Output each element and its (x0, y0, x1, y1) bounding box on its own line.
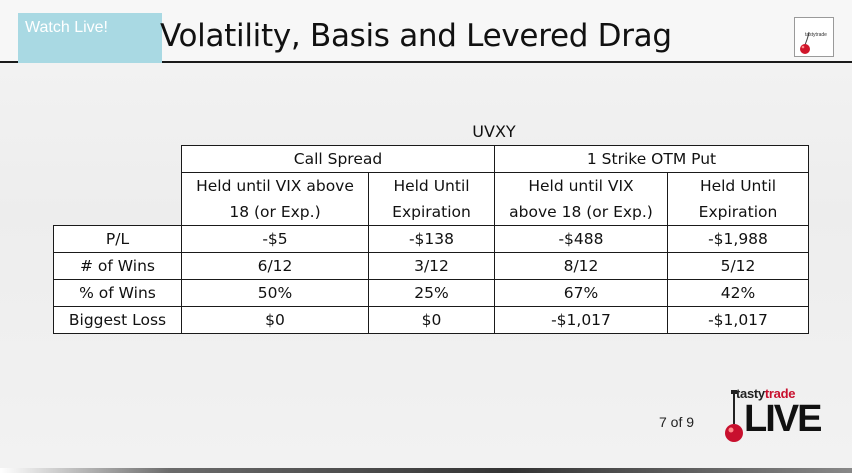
table-cell: -$1,988 (667, 225, 809, 253)
table-cell: $0 (368, 306, 495, 334)
brand-tasty: tasty (736, 386, 765, 401)
corner-logo-label: tastytrade (805, 32, 827, 38)
table-row: P/L -$5 -$138 -$488 -$1,988 (53, 225, 809, 253)
table-cell: 5/12 (667, 252, 809, 280)
table-cell: -$1,017 (494, 306, 668, 334)
cherry-icon (800, 31, 810, 54)
empty-corner-cell (54, 146, 182, 173)
table-cell: 25% (368, 279, 495, 307)
title-rule (0, 61, 852, 63)
table-row: Biggest Loss $0 $0 -$1,017 -$1,017 (53, 306, 809, 334)
sub-header-line: Held until VIX (528, 177, 634, 195)
bottom-strip (0, 468, 852, 473)
row-label: # of Wins (53, 252, 182, 280)
sub-header-line: Expiration (698, 203, 778, 221)
watch-live-button[interactable]: Watch Live! (18, 13, 162, 63)
sub-header-row: Held until VIX above 18 (or Exp.) Held U… (54, 172, 809, 226)
sub-header-line: Held until VIX above (196, 177, 354, 195)
sub-header-cell: Held until VIX above 18 (or Exp.) (494, 172, 668, 226)
table-cell: 8/12 (494, 252, 668, 280)
table-cell: -$5 (181, 225, 369, 253)
cherry-icon (725, 390, 743, 442)
table-cell: 6/12 (181, 252, 369, 280)
tastytrade-corner-logo: tastytrade (794, 17, 834, 57)
sub-header-cell: Held until VIX above 18 (or Exp.) (181, 172, 369, 226)
row-label: Biggest Loss (53, 306, 182, 334)
table-cell: 3/12 (368, 252, 495, 280)
sub-header-line: above 18 (or Exp.) (509, 203, 653, 221)
tastytrade-live-logo: tastytrade LIVE (718, 386, 822, 446)
sub-header-line: 18 (or Exp.) (229, 203, 321, 221)
sub-header-cell: Held Until Expiration (368, 172, 495, 226)
group-header-row: Call Spread 1 Strike OTM Put (54, 145, 809, 173)
table-caption: UVXY (472, 122, 516, 141)
uvxy-results-table: Call Spread 1 Strike OTM Put Held until … (53, 145, 809, 334)
sub-header-line: Expiration (392, 203, 471, 221)
empty-corner-cell (54, 173, 182, 226)
slide-title: Volatility, Basis and Levered Drag (160, 18, 672, 54)
table-cell: -$1,017 (667, 306, 809, 334)
brand-live: LIVE (744, 398, 822, 440)
sub-header-line: Held Until (393, 177, 470, 195)
sub-header-cell: Held Until Expiration (667, 172, 809, 226)
table-row: # of Wins 6/12 3/12 8/12 5/12 (53, 252, 809, 280)
table-cell: -$488 (494, 225, 668, 253)
table-cell: -$138 (368, 225, 495, 253)
group-header-otm-put: 1 Strike OTM Put (494, 145, 809, 173)
group-header-call-spread: Call Spread (181, 145, 495, 173)
table-cell: $0 (181, 306, 369, 334)
brand-trade: trade (764, 386, 796, 401)
row-label: P/L (53, 225, 182, 253)
page-number: 7 of 9 (659, 414, 695, 430)
row-label: % of Wins (53, 279, 182, 307)
table-row: % of Wins 50% 25% 67% 42% (53, 279, 809, 307)
table-cell: 42% (667, 279, 809, 307)
table-cell: 67% (494, 279, 668, 307)
table-cell: 50% (181, 279, 369, 307)
brand-name: tastytrade (736, 386, 795, 401)
sub-header-line: Held Until (699, 177, 777, 195)
